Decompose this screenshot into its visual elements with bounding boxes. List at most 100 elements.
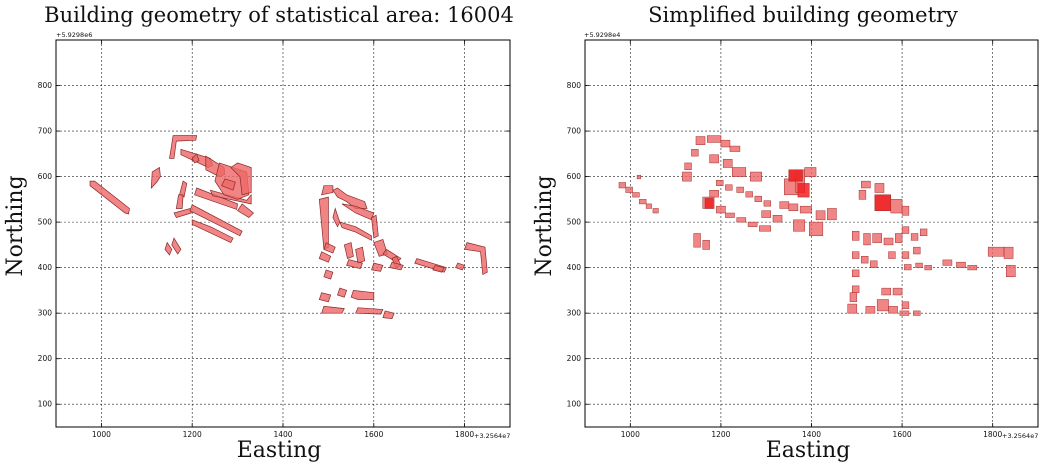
building-polygon: [321, 185, 334, 196]
building-rect: [858, 189, 867, 200]
building-polygon: [175, 194, 184, 209]
building-rect: [870, 260, 878, 268]
building-rect: [827, 208, 837, 221]
building-polygon: [332, 187, 368, 209]
building-rect: [736, 217, 747, 223]
x-tick-label: 1800: [983, 430, 1002, 439]
chart-title: Building geometry of statistical area: 1…: [44, 3, 514, 27]
y-tick-label: 100: [38, 400, 53, 409]
building-polygon: [191, 219, 234, 244]
building-rect: [901, 251, 910, 259]
building-polygon: [173, 208, 192, 219]
building-rect: [924, 265, 932, 271]
building-rect: [729, 145, 741, 152]
x-tick-label: 1600: [893, 430, 912, 439]
building-rect: [736, 186, 744, 193]
x-tick-label: 1400: [802, 430, 821, 439]
building-rect: [779, 201, 790, 209]
building-rect: [682, 171, 692, 182]
building-polygon: [432, 264, 445, 273]
building-polygon: [464, 242, 488, 276]
x-offset-label: +3.2564e7: [1002, 432, 1038, 440]
building-polygon: [150, 166, 161, 189]
building-rect: [876, 299, 889, 312]
building-rect: [618, 182, 627, 189]
building-polygon: [237, 203, 255, 219]
building-rect: [1003, 246, 1014, 259]
building-polygon: [89, 180, 130, 215]
building-polygon: [337, 287, 348, 298]
plot-area: 1000 1200 1400 1600 1800 100 200 300 400 500 600 70…: [38, 39, 511, 439]
y-tick-label: 200: [38, 354, 53, 363]
building-rect: [901, 226, 910, 234]
chart-left: Building geometry of statistical area: 1…: [3, 3, 514, 463]
building-rect: [919, 228, 928, 237]
x-tick-label: 1000: [621, 430, 640, 439]
y-tick-label: 200: [567, 354, 582, 363]
building-rect: [852, 269, 860, 278]
building-rect: [652, 208, 659, 214]
building-rect: [761, 210, 771, 218]
building-rect: [883, 237, 894, 246]
building-rect: [874, 183, 885, 193]
building-rect: [702, 240, 710, 250]
building-rect-overlap: [788, 169, 803, 182]
building-polygon: [382, 310, 395, 319]
building-rect: [890, 199, 903, 214]
building-polygon: [323, 269, 334, 280]
building-rect: [888, 251, 896, 259]
y-tick-label: 600: [38, 172, 53, 181]
building-rect: [750, 171, 762, 182]
building-polygon: [343, 242, 354, 259]
building-rect: [625, 186, 633, 193]
building-rect-overlap: [704, 198, 714, 209]
x-tick-label: 1800: [455, 430, 474, 439]
building-rect: [852, 251, 860, 259]
building-polygon: [355, 246, 366, 264]
building-polygon: [194, 187, 238, 210]
building-rect: [956, 261, 966, 268]
chart-title: Simplified building geometry: [648, 3, 958, 27]
building-rect: [720, 139, 731, 148]
building-rect: [861, 180, 871, 189]
building-rect: [691, 149, 699, 157]
building-polygon: [164, 241, 173, 256]
building-rect: [892, 287, 903, 296]
building-rect: [901, 301, 910, 309]
building-polygon: [350, 290, 375, 300]
building-rect: [899, 310, 910, 316]
building-rect: [639, 199, 647, 205]
building-rect: [763, 200, 771, 207]
y-tick-label: 600: [567, 172, 582, 181]
building-rect: [847, 303, 858, 314]
building-rect: [636, 174, 641, 180]
x-axis-label: Easting: [237, 438, 322, 463]
building-rect: [772, 215, 783, 223]
building-polygon: [455, 262, 466, 271]
building-rect: [645, 203, 652, 209]
building-rect: [901, 205, 910, 216]
building-rect: [863, 233, 871, 246]
y-axis-label: Northing: [532, 175, 557, 276]
building-polygon: [191, 153, 200, 164]
building-rect: [904, 264, 912, 271]
building-polygon: [321, 305, 345, 314]
x-tick-label: 1200: [711, 430, 730, 439]
building-rect: [725, 184, 733, 191]
building-rect: [895, 233, 903, 243]
building-polygon: [341, 203, 375, 221]
building-rect: [793, 219, 805, 232]
x-axis-label: Easting: [766, 438, 851, 463]
x-tick-label: 1000: [92, 430, 111, 439]
x-tick-label: 1600: [364, 430, 383, 439]
building-rect: [693, 233, 701, 248]
building-polygon: [371, 214, 379, 239]
building-polygon: [355, 307, 384, 315]
building-rect: [731, 167, 747, 177]
building-rect: [967, 265, 978, 271]
y-tick-label: 400: [38, 263, 53, 272]
plot-area: 1000 1200 1400 1600 1800 100 200 300 400 500 600 70…: [567, 39, 1039, 439]
building-rect: [888, 306, 898, 314]
y-tick-label: 700: [567, 127, 582, 136]
